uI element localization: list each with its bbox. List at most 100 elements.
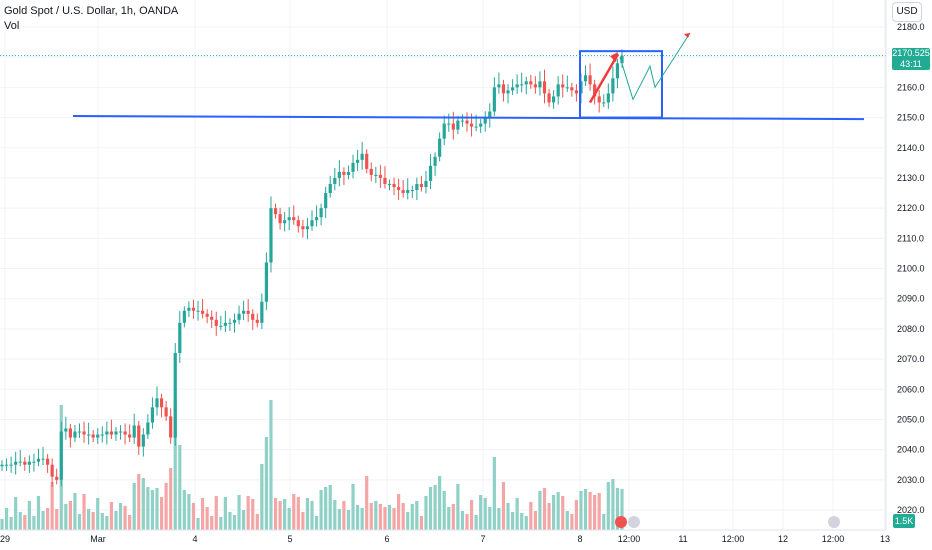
volume-bar xyxy=(45,508,50,530)
volume-bar xyxy=(593,495,597,530)
volume-bar xyxy=(602,514,606,530)
candle-body xyxy=(497,84,501,88)
candle-body xyxy=(273,208,278,215)
candle-body xyxy=(401,190,405,194)
candle-body xyxy=(278,214,282,224)
volume-bar xyxy=(77,514,82,530)
candle-body xyxy=(533,84,537,88)
candle-body xyxy=(182,310,186,323)
candle-body xyxy=(305,226,310,230)
currency-button[interactable]: USD xyxy=(892,2,922,22)
candles xyxy=(0,49,624,487)
volume-bar xyxy=(246,496,250,530)
candle-body xyxy=(365,153,369,169)
volume-bar xyxy=(96,498,100,530)
x-tick-label: Mar xyxy=(90,534,106,544)
candle-body xyxy=(232,319,237,323)
candle-body xyxy=(23,461,27,465)
projected-path xyxy=(619,32,691,101)
volume-bar xyxy=(324,487,328,530)
volume-bar xyxy=(346,510,351,530)
volume-bar xyxy=(273,498,278,530)
candle-body xyxy=(251,313,255,320)
candle-body xyxy=(105,431,109,435)
volume-bar xyxy=(132,483,136,530)
volume-legend: Vol xyxy=(4,20,20,32)
volume-bar xyxy=(55,509,59,530)
x-tick-label: 11 xyxy=(678,534,687,544)
volume-bar xyxy=(305,498,310,530)
volume-bar xyxy=(538,491,542,530)
volume-bars xyxy=(0,400,624,530)
volume-bar xyxy=(242,510,246,530)
candle-body xyxy=(314,217,319,221)
candle-body xyxy=(264,262,269,302)
volume-bar xyxy=(155,488,159,530)
candle-body xyxy=(355,159,360,163)
volume-bar xyxy=(255,514,259,530)
candle-body xyxy=(242,310,246,314)
candle-body xyxy=(328,183,332,194)
candle-body xyxy=(433,156,437,166)
volume-bar xyxy=(401,503,405,530)
candle-body xyxy=(620,55,624,64)
volume-bar xyxy=(451,504,455,530)
y-tick-label: 2130.0 xyxy=(897,173,925,183)
volume-bar xyxy=(497,508,501,530)
volume-bar xyxy=(228,512,232,530)
candle-body xyxy=(492,87,496,112)
volume-bar xyxy=(105,516,109,530)
volume-bar xyxy=(328,485,332,530)
candle-body xyxy=(570,87,574,91)
candle-body xyxy=(18,461,22,463)
volume-bar xyxy=(91,512,95,530)
volume-bar xyxy=(620,488,624,530)
volume-bar xyxy=(606,482,610,530)
candle-body xyxy=(9,464,13,466)
volume-bar xyxy=(114,511,118,530)
x-tick-label: 12:00 xyxy=(722,534,745,544)
flag-icon xyxy=(828,516,840,528)
volume-bar xyxy=(50,482,54,530)
candle-body xyxy=(410,190,414,192)
volume-bar xyxy=(529,502,533,530)
candle-body xyxy=(378,174,382,178)
candle-body xyxy=(296,220,300,227)
volume-bar xyxy=(32,516,36,530)
volume-bar xyxy=(164,483,168,530)
volume-bar xyxy=(542,488,547,530)
y-tick-label: 2160.0 xyxy=(897,82,925,92)
volume-bar xyxy=(287,508,291,530)
candle-body xyxy=(474,126,478,128)
y-tick-label: 2150.0 xyxy=(897,113,925,123)
volume-bar xyxy=(310,501,314,530)
candle-body xyxy=(100,434,104,436)
flag-icon xyxy=(628,516,640,528)
candle-body xyxy=(419,183,424,187)
volume-bar xyxy=(552,495,556,530)
candle-body xyxy=(27,461,31,465)
chart-title: Gold Spot / U.S. Dollar, 1h, OANDA xyxy=(4,5,179,17)
volume-bar xyxy=(579,491,583,530)
volume-bar xyxy=(283,499,287,530)
volume-bar xyxy=(556,492,560,530)
candle-body xyxy=(109,431,114,435)
volume-bar xyxy=(479,495,483,530)
candle-body xyxy=(524,81,528,85)
candle-body xyxy=(456,120,460,130)
volume-bar xyxy=(533,511,537,530)
volume-bar xyxy=(570,514,574,530)
volume-bar xyxy=(488,507,492,530)
candle-body xyxy=(360,153,364,160)
candle-body xyxy=(228,322,232,324)
volume-bar xyxy=(597,493,601,530)
volume-bar xyxy=(465,514,469,530)
volume-bar xyxy=(82,494,86,530)
volume-bar xyxy=(137,474,141,530)
candle-body xyxy=(602,102,606,104)
highlight-box xyxy=(579,50,663,119)
y-tick-label: 2080.0 xyxy=(897,324,925,334)
volume-bar xyxy=(27,501,31,530)
candle-body xyxy=(82,431,86,435)
